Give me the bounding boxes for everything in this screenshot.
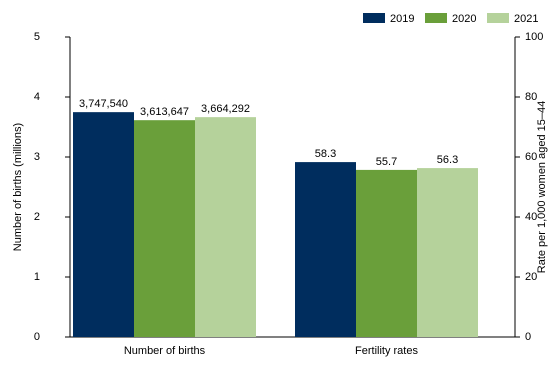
bar <box>195 117 256 337</box>
y-tick-label: 1 <box>34 271 40 283</box>
value-label: 3,747,540 <box>79 98 128 110</box>
legend-label: 2021 <box>514 13 538 25</box>
legend-swatch <box>487 13 509 23</box>
legend-swatch <box>363 13 385 23</box>
value-label: 3,613,647 <box>140 106 189 118</box>
y2-tick-label: 80 <box>525 91 537 103</box>
y2-tick-label: 60 <box>525 151 537 163</box>
y2-tick-label: 40 <box>525 211 537 223</box>
x-tick-label: Fertility rates <box>355 345 418 357</box>
value-label: 3,664,292 <box>201 103 250 115</box>
y2-tick-label: 100 <box>525 31 543 43</box>
x-tick-label: Number of births <box>124 345 206 357</box>
bar <box>356 169 417 337</box>
legend-label: 2020 <box>452 13 476 25</box>
y-tick-label: 4 <box>34 91 40 103</box>
value-label: 55.7 <box>376 156 397 168</box>
legend-swatch <box>425 13 447 23</box>
bar <box>73 112 134 337</box>
value-label: 56.3 <box>437 154 458 166</box>
bar <box>134 120 195 337</box>
bar <box>417 168 478 337</box>
value-label: 58.3 <box>315 148 336 160</box>
y-tick-label: 2 <box>34 211 40 223</box>
y-tick-label: 0 <box>34 331 40 343</box>
y-axis-title: Number of births (millions) <box>12 123 24 251</box>
legend-label: 2019 <box>390 13 414 25</box>
y-tick-label: 3 <box>34 151 40 163</box>
y2-tick-label: 0 <box>525 331 531 343</box>
y2-tick-label: 20 <box>525 271 537 283</box>
y-tick-label: 5 <box>34 31 40 43</box>
y2-axis-title: Rate per 1,000 women aged 15–44 <box>536 101 548 273</box>
bar <box>295 162 356 337</box>
